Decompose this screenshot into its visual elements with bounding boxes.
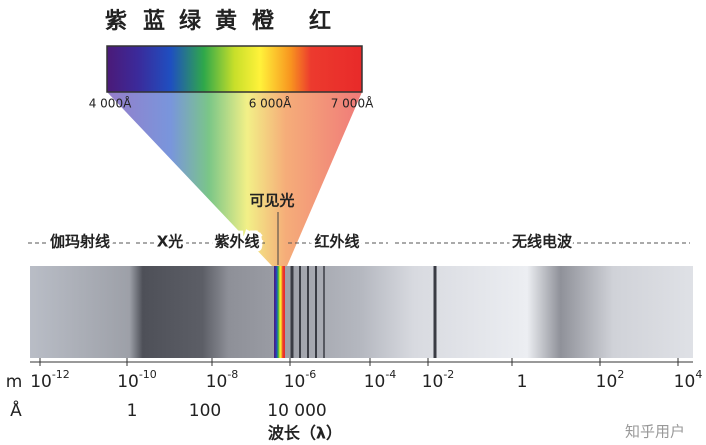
tick-exponent: -6	[305, 368, 316, 381]
meter-tick-label: 10-2	[422, 368, 455, 392]
spectrum-band	[30, 266, 693, 358]
tick-base: 10	[422, 372, 444, 392]
meter-tick-label: 104	[674, 368, 703, 392]
meter-tick-label: 10-8	[206, 368, 239, 392]
tick-exponent: -10	[139, 368, 157, 381]
region-label: 伽玛射线	[50, 233, 110, 251]
visible-light-label: 可见光	[249, 192, 294, 210]
tick-base: 10	[284, 372, 306, 392]
color-name: 蓝	[143, 9, 165, 34]
angstrom-unit: Å	[10, 399, 22, 421]
meter-tick-label: 10-6	[284, 368, 317, 392]
meter-tick-label: 10-12	[30, 368, 70, 392]
wavelength-label: 6 000Å	[249, 96, 292, 111]
tick-base: 10	[117, 372, 139, 392]
tick-exponent: -12	[52, 368, 70, 381]
angstrom-tick-label: 10 000	[267, 401, 326, 421]
axis-title: 波长（λ）	[268, 424, 342, 443]
tick-exponent: -8	[227, 368, 238, 381]
wavelength-label: 7 000Å	[331, 96, 374, 111]
meter-unit: m	[6, 372, 23, 392]
angstrom-tick-label: 100	[189, 401, 221, 421]
tick-base: 10	[364, 372, 386, 392]
region-label: 紫外线	[214, 233, 259, 251]
meter-tick-label: 10-10	[117, 368, 157, 392]
tick-base: 10	[30, 372, 52, 392]
visible-strip	[274, 266, 285, 358]
color-bar	[107, 46, 362, 92]
tick-exponent: 4	[695, 368, 702, 381]
angstrom-tick-label: 1	[127, 401, 138, 421]
region-label: 无线电波	[511, 233, 573, 251]
color-name: 绿	[179, 8, 202, 34]
tick-base: 10	[674, 372, 696, 392]
tick-exponent: -4	[385, 368, 396, 381]
tick-base: 10	[596, 372, 618, 392]
meter-tick-label: 102	[596, 368, 625, 392]
color-name: 紫	[105, 8, 127, 34]
tick-base: 10	[206, 372, 228, 392]
tick-exponent: -2	[443, 368, 454, 381]
watermark: 知乎用户	[625, 423, 685, 441]
color-name: 红	[309, 8, 331, 34]
region-label: X光	[157, 233, 184, 251]
meter-tick-label: 10-4	[364, 368, 397, 392]
color-name: 橙	[252, 9, 275, 34]
region-label: 红外线	[314, 233, 359, 251]
tick-exponent: 2	[617, 368, 624, 381]
meter-tick-label: 1	[517, 372, 528, 392]
spectrum-diagram: 紫蓝绿黄橙 红 4 000Å 6 000Å 7 000Å 可见光 伽玛射线 X光 紫外…	[0, 0, 706, 445]
wavelength-label: 4 000Å	[89, 96, 132, 111]
color-name: 黄	[215, 9, 237, 34]
tick-base: 1	[517, 372, 528, 392]
